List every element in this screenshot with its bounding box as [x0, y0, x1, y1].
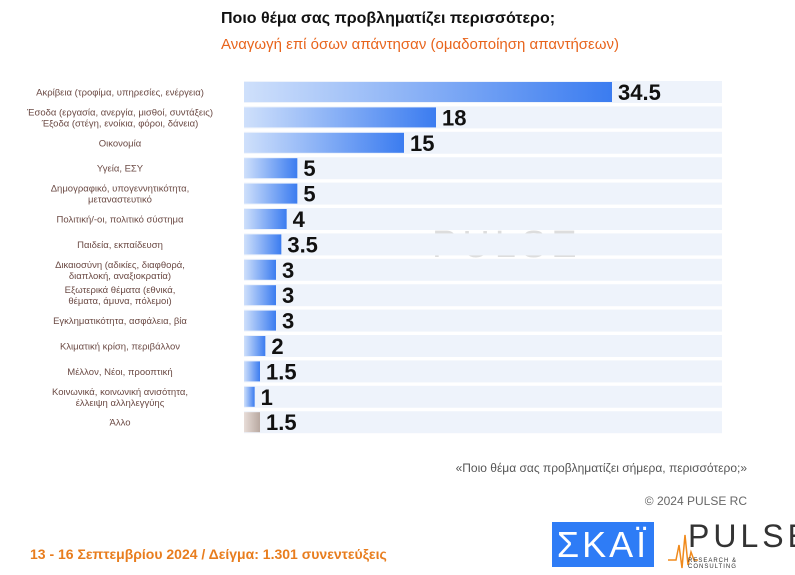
value-label: 3 — [282, 258, 294, 283]
bar — [244, 361, 260, 382]
pulse-logo-sub: RESEARCH & CONSULTING — [688, 558, 738, 570]
value-label: 15 — [410, 131, 434, 156]
row-background — [244, 233, 722, 256]
bar — [244, 386, 255, 407]
value-label: 3.5 — [287, 232, 318, 257]
value-label: 5 — [303, 182, 315, 207]
value-label: 3 — [282, 283, 294, 308]
row-background — [244, 360, 722, 383]
category-label: Εξωτερικά θέματα (εθνικά, — [65, 285, 176, 296]
footer-date-sample: 13 - 16 Σεπτεμβρίου 2024 / Δείγμα: 1.301… — [30, 546, 387, 562]
value-label: 5 — [303, 156, 315, 181]
bar — [244, 107, 436, 128]
category-label: Άλλο — [110, 418, 131, 429]
category-label: Εγκληματικότητα, ασφάλεια, βία — [53, 316, 187, 327]
value-label: 2 — [271, 334, 283, 359]
category-label: έλλειψη αλληλεγγύης — [76, 398, 165, 409]
bar — [244, 132, 404, 153]
category-label: Οικονομία — [99, 138, 142, 149]
category-label: Πολιτική/-οι, πολιτικό σύστημα — [57, 215, 184, 226]
row-background — [244, 309, 722, 332]
bar — [244, 285, 276, 306]
row-background — [244, 157, 722, 180]
value-label: 4 — [293, 207, 306, 232]
row-background — [244, 208, 722, 230]
pulse-logo-text: PULSE — [688, 518, 795, 554]
row-background — [244, 335, 722, 357]
chart-title: Ποιο θέμα σας προβληματίζει περισσότερο; — [221, 10, 556, 27]
category-label: Δημογραφικό, υπογεννητικότητα, — [51, 184, 190, 195]
chart-subtitle: Αναγωγή επί όσων απάντησαν (ομαδοποίηση … — [221, 36, 619, 53]
row-background — [244, 284, 722, 307]
value-label: 34.5 — [618, 80, 661, 105]
value-label: 1.5 — [266, 359, 297, 384]
bar — [244, 209, 287, 229]
bar — [244, 412, 260, 433]
bar — [244, 234, 282, 255]
bar — [244, 183, 298, 204]
skai-logo: ΣΚΑΪ — [552, 522, 654, 567]
value-label: 1.5 — [266, 410, 297, 435]
copyright: © 2024 PULSE RC — [644, 494, 747, 508]
category-label: Μέλλον, Νέοι, προοπτική — [67, 367, 172, 378]
category-label: Ακρίβεια (τροφίμα, υπηρεσίες, ενέργεια) — [36, 88, 204, 99]
bar — [244, 158, 298, 179]
value-label: 18 — [442, 105, 466, 130]
pulse-logo: PULSE RESEARCH & CONSULTING — [668, 518, 795, 570]
category-label: Έξοδα (στέγη, ενοίκια, φόροι, δάνεια) — [41, 118, 199, 129]
pulse-wave-icon — [668, 534, 698, 569]
bar — [244, 259, 276, 280]
category-label: Κλιματική κρίση, περιβάλλον — [60, 342, 180, 353]
row-background — [244, 258, 722, 281]
category-label: μεταναστευτικό — [88, 195, 152, 206]
row-background — [244, 182, 722, 205]
value-label: 3 — [282, 309, 294, 334]
category-label: Έσοδα (εργασία, ανεργία, μισθοί, συντάξε… — [26, 107, 213, 118]
bar-chart: 34.5 Ακρίβεια (τροφίμα, υπηρεσίες, ενέργε… — [26, 80, 722, 435]
bar — [244, 310, 276, 331]
value-label: 1 — [261, 385, 273, 410]
category-label: Κοινωνικά, κοινωνική ανισότητα, — [52, 387, 188, 398]
category-label: θέματα, άμυνα, πόλεμοι) — [68, 296, 171, 307]
category-label: Υγεία, ΕΣΥ — [97, 164, 144, 175]
row-background — [244, 385, 722, 408]
row-background — [244, 411, 722, 434]
category-label: Δικαιοσύνη (αδικίες, διαφθορά, — [55, 260, 185, 271]
bar — [244, 82, 612, 102]
bar — [244, 336, 266, 356]
category-label: διαπλοκή, αναξιοκρατία) — [69, 271, 171, 282]
category-label: Παιδεία, εκπαίδευση — [77, 240, 163, 251]
question-text: «Ποιο θέμα σας προβληματίζει σήμερα, περ… — [455, 461, 747, 475]
